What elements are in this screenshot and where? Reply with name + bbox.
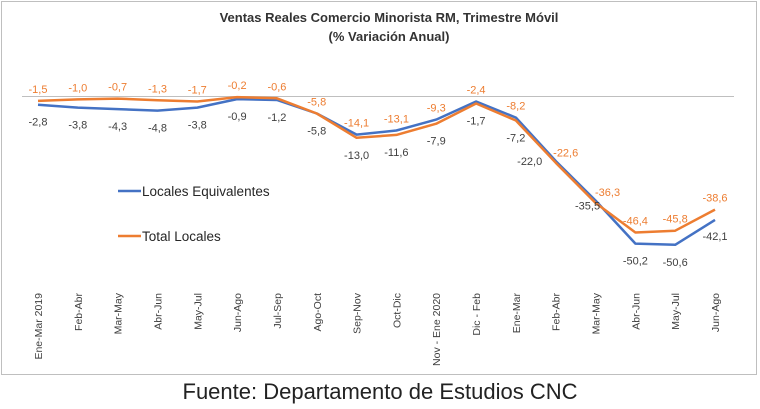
data-label-total-locales: -14,1 (344, 118, 369, 130)
data-label-locales-equivalentes: -1,2 (267, 112, 286, 124)
data-label-locales-equivalentes: -7,9 (427, 136, 446, 148)
data-label-locales-equivalentes: -5,8 (307, 125, 326, 137)
data-label-total-locales: -1,7 (188, 84, 207, 96)
data-label-locales-equivalentes: -3,8 (68, 120, 87, 132)
x-tick-label: May-Jul (670, 293, 682, 330)
series-line-2 (37, 95, 716, 234)
source-note: Fuente: Departamento de Estudios CNC (182, 379, 578, 404)
data-label-total-locales: -1,0 (68, 82, 87, 94)
data-label-locales-equivalentes: -13,0 (344, 150, 369, 162)
data-label-locales-equivalentes: -50,2 (623, 256, 648, 268)
data-label-locales-equivalentes: -3,8 (188, 120, 207, 132)
x-tick-label: Abr-Jun (152, 293, 164, 330)
data-label-total-locales: -0,6 (267, 81, 286, 93)
data-label-locales-equivalentes: -4,3 (108, 121, 127, 133)
data-label-total-locales: -0,7 (108, 82, 127, 94)
x-tick-label: Ago-Oct (312, 293, 324, 332)
x-tick-label: Mar-May (113, 292, 125, 334)
chart-title: Ventas Reales Comercio Minorista RM, Tri… (220, 10, 559, 25)
x-tick-label: May-Jul (192, 293, 204, 330)
x-tick-label: Ene-Mar 2019 (33, 293, 45, 360)
chart-frame (1, 1, 757, 375)
data-label-total-locales: -45,8 (663, 214, 688, 226)
data-label-locales-equivalentes: -7,2 (506, 133, 525, 145)
data-label-total-locales: -2,4 (467, 84, 486, 96)
data-label-total-locales: -38,6 (702, 193, 727, 205)
data-label-locales-equivalentes: -22,0 (517, 156, 542, 168)
data-label-total-locales: -46,4 (623, 215, 648, 227)
data-label-total-locales: -5,8 (307, 96, 326, 108)
x-tick-label: Sep-Nov (352, 292, 364, 334)
series-line-1 (37, 97, 716, 247)
data-label-total-locales: -8,2 (506, 101, 525, 113)
data-label-total-locales: -9,3 (427, 103, 446, 115)
data-label-locales-equivalentes: -0,9 (228, 111, 247, 123)
data-label-total-locales: -1,3 (148, 83, 167, 95)
data-label-total-locales: -13,1 (384, 113, 409, 125)
data-label-total-locales: -1,5 (29, 84, 48, 96)
x-tick-label: Jul-Sep (272, 293, 284, 329)
x-tick-label: Nov - Ene 2020 (431, 293, 443, 366)
x-tick-label: Feb-Abr (73, 293, 85, 331)
x-tick-label: Feb-Abr (551, 293, 563, 331)
chart-subtitle: (% Variación Anual) (329, 29, 450, 44)
x-tick-label: Ene-Mar (511, 293, 523, 334)
data-label-locales-equivalentes: -1,7 (467, 116, 486, 128)
x-tick-label: Jun-Ago (232, 293, 244, 332)
x-tick-label: Jun-Ago (710, 293, 722, 332)
data-label-total-locales: -36,3 (595, 187, 620, 199)
x-tick-label: Mar-May (591, 292, 603, 334)
data-label-locales-equivalentes: -4,8 (148, 123, 167, 135)
data-label-locales-equivalentes: -50,6 (663, 257, 688, 269)
data-label-total-locales: -22,6 (553, 148, 578, 160)
data-label-total-locales: -0,2 (228, 80, 247, 92)
x-tick-label: Abr-Jun (630, 293, 642, 330)
x-tick-label: Dic - Feb (471, 293, 483, 336)
data-label-locales-equivalentes: -35,5 (575, 201, 600, 213)
x-tick-label: Oct-Dic (391, 293, 403, 328)
chart-svg: Ventas Reales Comercio Minorista RM, Tri… (22, 10, 734, 366)
data-label-locales-equivalentes: -42,1 (702, 231, 727, 243)
legend-label-1: Locales Equivalentes (142, 184, 270, 199)
data-label-locales-equivalentes: -2,8 (29, 117, 48, 129)
legend-label-2: Total Locales (142, 229, 221, 244)
data-label-locales-equivalentes: -11,6 (384, 147, 408, 159)
